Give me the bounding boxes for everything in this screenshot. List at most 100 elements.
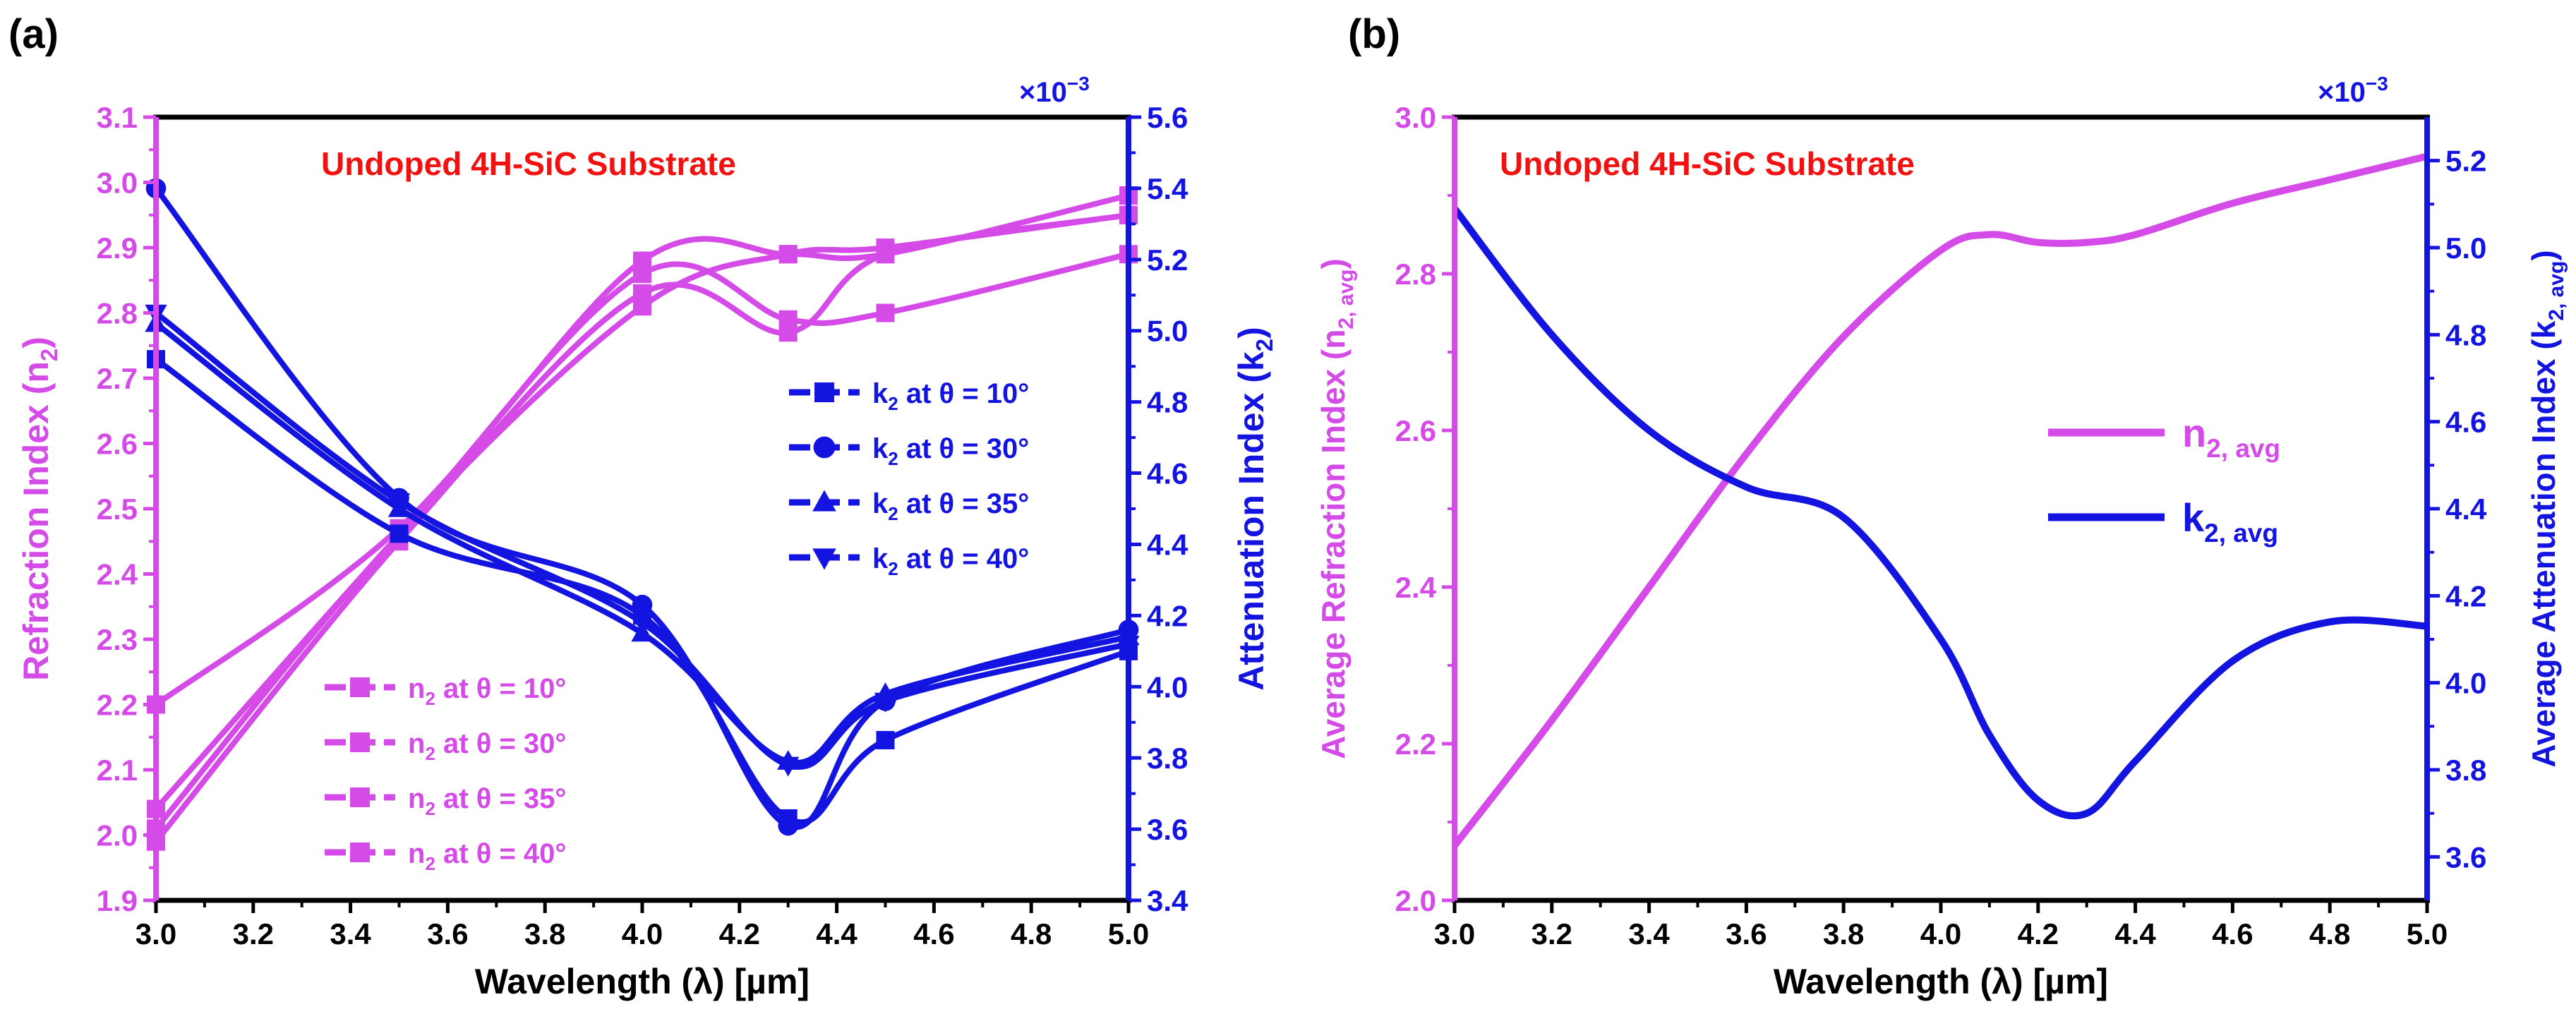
axis-multiplier: ×10−3 <box>1019 73 1090 108</box>
y-left-axis-title: Average Refraction Index (n2, avg) <box>1315 258 1358 759</box>
legend-label-n-1: n2 at θ = 30° <box>408 728 566 764</box>
y-right-tick-label: 4.6 <box>2445 406 2486 439</box>
marker-k-3-2 <box>631 614 654 634</box>
x-tick-label: 4.8 <box>1011 917 1052 950</box>
y-left-tick-label: 3.1 <box>97 101 138 134</box>
marker-k-3-4 <box>874 692 897 713</box>
legend-label-k-2-main: k <box>872 488 889 519</box>
marker-k-1-3 <box>778 815 798 836</box>
y-left-axis-title-sub: 2 <box>36 349 62 361</box>
legend-label-k-0-main: k <box>872 378 889 409</box>
legend-label-k-avg-main: k <box>2182 495 2205 540</box>
y-right-axis-title-main: Attenuation Index (k <box>1232 351 1271 691</box>
y-right-tick-label: 5.2 <box>1147 243 1188 277</box>
y-right-tick-label: 5.0 <box>1147 315 1188 348</box>
legend-marker-n-1 <box>350 732 370 752</box>
x-tick-label: 3.8 <box>524 917 565 950</box>
y-left-tick-label: 2.8 <box>97 297 138 330</box>
legend-marker-k-1 <box>813 436 836 459</box>
y-right-axis-title-main: Average Attenuation Index (k <box>2525 320 2562 767</box>
y-left-axis-title-sub: 2, avg <box>1335 270 1358 330</box>
series-line-n-0 <box>1452 152 2428 848</box>
marker-k-3-3 <box>777 756 800 777</box>
y-right-axis-title-sub: 2, avg <box>2545 261 2568 321</box>
y-right-tick-label: 4.8 <box>1147 386 1188 419</box>
legend-label-n-0-sub: 2 <box>425 688 435 709</box>
legend-label-k-0-end: at θ = 10° <box>898 378 1030 409</box>
panel-label: (b) <box>1348 11 1400 57</box>
legend-label-n-3-sub: 2 <box>425 853 435 874</box>
legend-label-n-2-end: at θ = 35° <box>435 783 567 814</box>
series-line-n-3 <box>153 212 1129 844</box>
marker-n-2-3 <box>778 245 798 264</box>
y-left-tick-label: 2.0 <box>97 819 138 852</box>
y-right-tick-label: 4.4 <box>1147 528 1188 561</box>
legend-marker-k-0 <box>814 382 834 402</box>
y-left-tick-label: 2.7 <box>97 362 138 395</box>
marker-k-1-2 <box>632 594 653 615</box>
x-tick-label: 3.2 <box>233 917 274 950</box>
legend-label-k-2: k2 at θ = 35° <box>872 488 1029 524</box>
marker-k-0-1 <box>390 524 409 543</box>
legend-label-k-3-sub: 2 <box>888 558 898 579</box>
y-left-tick-label: 2.2 <box>1395 727 1436 761</box>
legend-label-k-1: k2 at θ = 30° <box>872 433 1029 469</box>
legend-label-k-3-main: k <box>872 543 889 574</box>
axis-multiplier-base: ×10 <box>1019 77 1067 108</box>
x-tick-label: 3.6 <box>1726 917 1767 950</box>
y-right-tick-label: 4.0 <box>1147 670 1188 703</box>
series-group <box>1452 152 2428 848</box>
marker-n-1-4 <box>876 303 895 322</box>
marker-n-3-4 <box>876 245 895 264</box>
legend-label-n-avg-sub: 2, avg <box>2206 434 2280 463</box>
axis-multiplier: ×10−3 <box>2318 73 2388 108</box>
x-axis-title: Wavelength (λ) [µm] <box>475 962 809 1001</box>
panel-a: (a) 3.0 3.2 3.4 3.6 3.8 4.0 4.2 4.4 4.6 4.8 5.0 1.9 2… <box>8 11 1277 1001</box>
y-left-axis-title-end: ) <box>16 337 56 349</box>
legend-label-n-0-main: n <box>408 673 425 704</box>
legend-label-k-1-main: k <box>872 433 889 464</box>
y-left-axis-title: Refraction Index (n2) <box>16 337 62 681</box>
axis-multiplier-base: ×10 <box>2318 77 2366 108</box>
legend-label-n-2-main: n <box>408 783 425 814</box>
panel-label: (a) <box>8 11 59 57</box>
legend-marker-k-2 <box>812 490 836 512</box>
x-tick-label: 4.0 <box>1920 917 1961 950</box>
legend-label-n-2: n2 at θ = 35° <box>408 783 566 819</box>
legend-label-n-0-end: at θ = 10° <box>435 673 567 704</box>
x-tick-label: 4.6 <box>913 917 954 950</box>
marker-n-3-3 <box>778 323 798 342</box>
y-left-axis-title-main: Refraction Index (n <box>16 361 56 681</box>
legend-marker-k-3 <box>812 548 836 570</box>
x-tick-label: 3.0 <box>136 917 176 950</box>
legend-marker-n-3 <box>350 842 370 862</box>
legend-label-k-3-end: at θ = 40° <box>898 543 1030 574</box>
x-tick-label: 3.4 <box>330 917 371 950</box>
y-right-tick-label: 3.8 <box>1147 742 1188 775</box>
legend: n2, avg k 2, avg <box>2048 411 2280 548</box>
panel-b: (b) 3.0 3.2 3.4 3.6 3.8 4.0 4.2 4.4 4.6 4.8 5.0 2.0 2… <box>1315 11 2568 1001</box>
series-line-n-1 <box>154 251 1129 811</box>
y-left-tick-label: 2.9 <box>97 231 138 265</box>
x-axis-title: Wavelength (λ) [µm] <box>1774 962 2108 1001</box>
x-tick-label: 3.4 <box>1628 917 1670 950</box>
legend-label-n-avg: n2, avg <box>2182 411 2280 463</box>
y-left-tick-label: 3.0 <box>97 167 138 200</box>
y-left-tick-label: 2.6 <box>1395 414 1436 447</box>
y-right-tick-label: 5.6 <box>1147 101 1188 134</box>
x-tick-label: 3.2 <box>1531 917 1572 950</box>
y-right-axis-title-end: ) <box>1232 327 1271 339</box>
legend-label-n-3: n2 at θ = 40° <box>408 838 566 874</box>
y-right-tick-label: 5.0 <box>2445 231 2486 265</box>
y-right-tick-label: 5.2 <box>2445 145 2486 178</box>
y-right-tick-label: 4.2 <box>2445 579 2486 612</box>
marker-n-3-2 <box>633 284 651 303</box>
legend-label-n-3-end: at θ = 40° <box>435 838 567 869</box>
axis-multiplier-exp: −3 <box>1067 73 1090 95</box>
legend-label-k-3: k2 at θ = 40° <box>872 543 1029 579</box>
y-right-axis-title-end: ) <box>2525 250 2562 260</box>
series-line-k-0 <box>1452 206 2428 820</box>
x-tick-label: 4.0 <box>622 917 663 950</box>
legend-label-n-0: n2 at θ = 10° <box>408 673 566 709</box>
